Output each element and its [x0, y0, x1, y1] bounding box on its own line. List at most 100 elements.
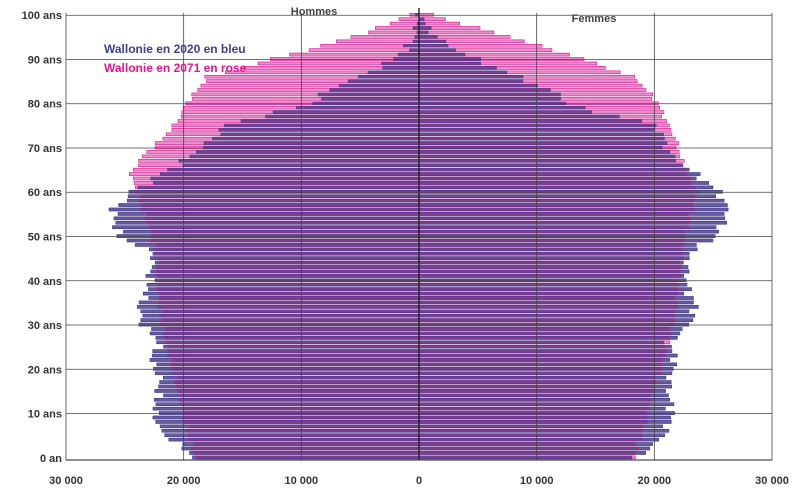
bar-male-overlap [153, 256, 419, 260]
bar-male-outer [225, 70, 419, 75]
bar-female-overlap [419, 21, 426, 26]
bar-male-overlap [190, 154, 419, 159]
bar-male-outer [257, 61, 419, 66]
bar-female-outer [419, 52, 570, 57]
bar-male-overlap [403, 43, 419, 48]
bar-male-overlap [224, 123, 419, 128]
bar-female-outer [419, 70, 621, 75]
bar-male-overlap [156, 274, 420, 278]
age-tick-label: 0 an [40, 453, 62, 465]
bar-female-overlap [419, 194, 696, 198]
bar-female-overlap [419, 150, 670, 154]
bar-female-overlap [419, 296, 676, 300]
x-tick-label: 10 000 [520, 475, 554, 487]
bar-male-overlap [159, 260, 419, 265]
bar-male-overlap [157, 305, 419, 309]
bar-male-overlap [393, 57, 419, 61]
bar-female-overlap [419, 367, 661, 371]
bar-male-overlap [398, 52, 419, 57]
bar-female-overlap [419, 349, 667, 353]
bar-male-overlap [178, 159, 419, 163]
bar-male-overlap [140, 207, 419, 212]
bar-male-overlap [409, 48, 419, 52]
bar-male-outer [192, 97, 419, 101]
bar-male-outer [185, 101, 419, 106]
bar-female-overlap [419, 265, 682, 269]
bar-female-overlap [419, 340, 664, 345]
bar-female-overlap [419, 442, 636, 446]
bar-male-overlap [160, 322, 419, 327]
bar-female-overlap [419, 39, 446, 44]
bar-female-overlap [419, 48, 456, 52]
bar-female-overlap [419, 309, 675, 314]
bar-male-outer [289, 52, 419, 57]
legend-2020: Wallonie en 2020 en bleu [104, 42, 246, 56]
bar-male-overlap [146, 212, 419, 216]
bar-female-overlap [419, 429, 644, 433]
bar-female-overlap [419, 344, 665, 349]
bar-female-overlap [419, 291, 679, 296]
bar-female-overlap [419, 88, 551, 92]
bar-male-outer [204, 74, 419, 79]
bar-female-outer [419, 79, 638, 83]
bar-female-overlap [419, 380, 657, 384]
bar-female-overlap [419, 145, 663, 150]
bar-male-overlap [188, 433, 419, 437]
age-tick-label: 30 ans [28, 320, 62, 332]
bar-male-overlap [339, 83, 419, 88]
bar-female-overlap [419, 371, 661, 376]
bar-female-overlap [419, 119, 642, 123]
bar-female-overlap [419, 451, 636, 455]
bar-male-outer [243, 66, 419, 70]
bar-female-overlap [419, 212, 689, 216]
bar-female-overlap [419, 141, 667, 145]
bar-female-overlap [419, 305, 678, 309]
bar-male-overlap [203, 141, 419, 145]
bar-female-overlap [419, 243, 684, 247]
bar-female-overlap [419, 198, 695, 203]
bar-male-overlap [158, 300, 419, 305]
bar-male-overlap [140, 194, 419, 198]
age-tick-label: 50 ans [28, 232, 62, 244]
bar-male-overlap [153, 247, 419, 252]
bar-male-overlap [159, 313, 419, 318]
bar-female-overlap [419, 274, 682, 278]
bar-female-overlap [419, 318, 675, 322]
bar-female-overlap [419, 203, 694, 207]
bar-female-overlap [419, 26, 432, 30]
bar-male-overlap [141, 203, 420, 207]
bar-male-outer [409, 13, 419, 17]
bar-male-overlap [218, 128, 419, 132]
bar-male-overlap [273, 110, 419, 114]
legend-2071: Wallonie en 2071 en rose [104, 61, 247, 75]
bar-female-overlap [419, 30, 429, 35]
bar-female-overlap [419, 167, 687, 172]
bar-male-overlap [191, 446, 419, 451]
bar-male-overlap [151, 234, 419, 238]
age-tick-label: 10 ans [28, 409, 62, 421]
bar-male-overlap [358, 74, 419, 79]
bar-female-overlap [419, 43, 449, 48]
bar-male-overlap [138, 198, 420, 203]
bar-female-overlap [419, 238, 686, 243]
bar-male-outer [390, 21, 419, 26]
bar-male-overlap [155, 243, 419, 247]
bar-female-overlap [419, 66, 497, 70]
bar-male-overlap [153, 181, 420, 185]
bar-male-overlap [174, 380, 419, 384]
age-tick-label: 20 ans [28, 364, 62, 376]
bar-male-overlap [193, 442, 419, 446]
bar-female-overlap [419, 110, 592, 114]
bar-male-overlap [348, 79, 419, 83]
bar-female-outer [419, 74, 635, 79]
x-tick-label: 20 000 [167, 475, 201, 487]
bar-male-overlap [312, 101, 419, 106]
bar-female-overlap [419, 322, 676, 327]
bar-female-overlap [419, 132, 664, 137]
bar-female-overlap [419, 97, 561, 101]
bar-female-overlap [419, 406, 650, 411]
bar-male-overlap [368, 70, 419, 75]
bar-male-overlap [241, 119, 419, 123]
bar-male-overlap [381, 61, 419, 66]
